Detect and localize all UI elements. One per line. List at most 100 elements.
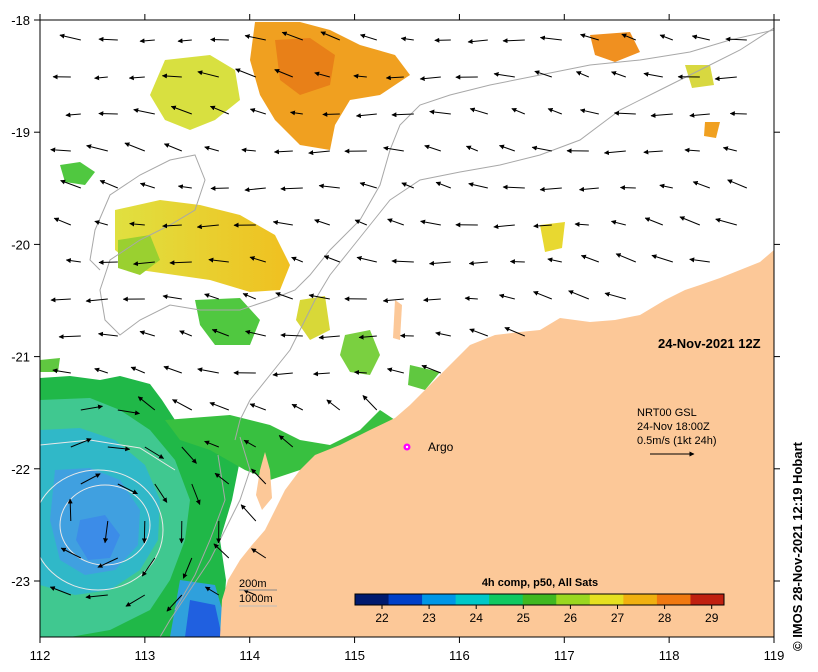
current-vector [97,557,119,568]
current-vector [139,38,155,44]
land [220,250,774,637]
current-vector [467,39,488,45]
current-vector [692,181,710,189]
plot-area [40,20,774,637]
y-tick-label: -21 [11,350,30,365]
current-vector [509,259,525,265]
current-vector [103,520,109,544]
colorbar-swatch [690,594,725,605]
current-vector [354,219,368,226]
colorbar-swatch [422,594,457,605]
current-vector [162,223,182,229]
current-vector [133,261,155,267]
colorbar-title: 4h comp, p50, All Sats [482,577,598,589]
colorbar-swatch [656,594,691,605]
current-vector [249,256,266,263]
current-vector [117,409,140,416]
current-vector [214,472,230,485]
argo-label: Argo [428,440,454,454]
current-vector [60,179,81,189]
current-vector [435,331,451,337]
current-vector [163,143,182,152]
current-vector [353,73,367,79]
y-tick-label: -19 [11,125,30,140]
current-vector [213,543,230,559]
current-vector [659,183,673,189]
current-vector [65,112,81,118]
current-vector [385,75,404,81]
current-vector [58,334,81,340]
current-vector [204,586,220,596]
current-vector [727,179,748,189]
current-vector [580,254,599,263]
colorbar-swatch [489,594,524,605]
x-tick-label: 119 [764,648,785,663]
current-vector [504,327,526,337]
current-vector [98,331,118,337]
current-vector [98,111,118,117]
current-vector [141,557,156,577]
x-tick-label: 115 [344,648,365,663]
argo-float-marker [403,443,411,451]
x-axis: 112 113 114 115 116 117 118 119 [30,14,785,663]
colorbar-tick-label: 26 [564,611,578,625]
y-tick-label: -23 [11,574,30,589]
current-vector [209,401,229,411]
current-vector [117,483,138,495]
current-vector [80,404,103,411]
current-vector [308,150,330,156]
current-vector [429,109,451,115]
current-vector [729,111,747,117]
current-vector [128,75,145,81]
current-vector [401,182,415,189]
current-vector [196,224,219,230]
credit-text: © IMOS 28-Nov-2021 12:19 Hobart [790,442,805,651]
current-vector [59,33,81,41]
colorbar-swatch [455,594,490,605]
colorbar-tick-label: 29 [705,611,719,625]
current-legend: NRT00 GSL 24-Nov 18:00Z 0.5m/s (1kt 24h) [637,407,716,457]
isobath-legend: 200m 1000m [239,578,277,607]
current-vector [722,146,737,152]
current-vector [133,108,155,115]
current-vector [465,145,479,152]
current-vector [313,371,330,377]
colorbar-swatches [355,594,725,605]
current-vector [429,260,451,266]
colorbar-tick-label: 27 [611,611,625,625]
current-vector [50,297,71,303]
current-vector [499,144,515,152]
current-vector [575,71,590,78]
current-vector [107,446,131,452]
current-vector [533,223,552,229]
current-vector [603,150,626,156]
current-vector [650,112,673,118]
current-vector [85,594,108,600]
timestamp-label: 24-Nov-2021 12Z [658,336,761,351]
current-vector [208,257,229,263]
current-vector [613,110,636,116]
colorbar-tick-label: 23 [422,611,436,625]
x-tick-label: 117 [554,648,575,663]
current-vector [359,181,377,189]
current-vector [604,291,626,300]
current-legend-line1: NRT00 GSL [637,407,697,419]
current-vector [420,219,441,226]
current-legend-line3: 0.5m/s (1kt 24h) [637,435,716,447]
current-vector [251,548,267,559]
ssh-contours [40,439,176,591]
current-vector [139,182,155,189]
current-legend-line2: 24-Nov 18:00Z [637,421,710,433]
current-vector [580,33,599,41]
colorbar-swatch [522,594,557,605]
current-vector [468,260,488,266]
current-vector [182,557,193,579]
current-vector [684,147,700,153]
current-vector [547,257,562,263]
current-vector [85,298,108,304]
current-vector [715,217,737,226]
current-vector [162,294,182,300]
current-vector [318,334,340,340]
current-vector [355,113,377,119]
colorbar-tick-label: 28 [658,611,672,625]
